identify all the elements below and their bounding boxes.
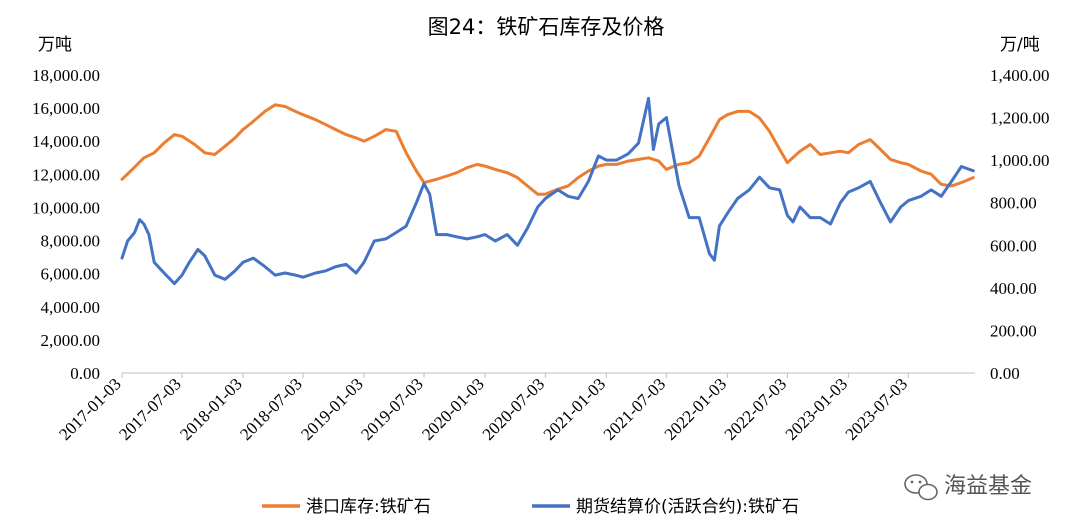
y-right-tick-label: 0.00: [990, 364, 1020, 383]
y-left-tick-label: 6,000.00: [41, 265, 101, 284]
y-right-tick-label: 1,200.00: [990, 109, 1050, 128]
x-tick-label: 2019-01-03: [297, 374, 367, 444]
x-tick-label: 2017-01-03: [55, 374, 125, 444]
legend-label-port-inventory: 港口库存:铁矿石: [306, 497, 431, 517]
y-right-tick-label: 1,000.00: [990, 151, 1050, 170]
y-right-tick-label: 600.00: [990, 236, 1037, 255]
y-left-unit: 万吨: [38, 35, 72, 55]
y-left-tick-label: 2,000.00: [41, 331, 101, 350]
y-left-tick-label: 16,000.00: [32, 99, 100, 118]
x-axis-ticks: 2017-01-032017-07-032018-01-032018-07-03…: [55, 373, 911, 444]
x-tick-label: 2020-01-03: [418, 374, 488, 444]
y-right-unit: 万/吨: [1000, 35, 1040, 55]
x-tick-label: 2021-07-03: [600, 374, 670, 444]
y-right-tick-label: 1,400.00: [990, 66, 1050, 85]
x-tick-label: 2021-01-03: [540, 374, 610, 444]
y-left-tick-label: 14,000.00: [32, 132, 100, 151]
x-tick-label: 2019-07-03: [357, 374, 427, 444]
x-tick-label: 2017-07-03: [115, 374, 185, 444]
y-right-tick-label: 800.00: [990, 194, 1037, 213]
y-left-tick-label: 8,000.00: [41, 232, 101, 251]
y-left-tick-label: 18,000.00: [32, 66, 100, 85]
y-left-axis-ticks: 0.00 2,000.00 4,000.00 6,000.00 8,000.00 10,0…: [32, 66, 100, 383]
legend-label-futures-price: 期货结算价(活跃合约):铁矿石: [576, 497, 799, 517]
chart-title: 图24：铁矿石库存及价格: [428, 15, 665, 39]
y-left-tick-label: 10,000.00: [32, 198, 100, 217]
y-left-tick-label: 0.00: [70, 364, 100, 383]
x-tick-label: 2020-07-03: [479, 374, 549, 444]
wechat-icon: [904, 474, 938, 501]
y-right-tick-label: 200.00: [990, 321, 1037, 340]
x-tick-label: 2018-07-03: [236, 374, 306, 444]
x-tick-label: 2022-01-03: [661, 374, 731, 444]
series-line-futures-price: [120, 96, 975, 286]
legend: 港口库存:铁矿石 期货结算价(活跃合约):铁矿石: [262, 497, 799, 517]
watermark: 海益基金: [904, 474, 1032, 501]
y-left-tick-label: 4,000.00: [41, 298, 101, 317]
watermark-text: 海益基金: [944, 474, 1032, 499]
y-right-tick-label: 400.00: [990, 279, 1037, 298]
x-tick-label: 2023-01-03: [782, 374, 852, 444]
y-right-axis-ticks: 0.00 200.00 400.00 600.00 800.00 1,000.00 1,20…: [990, 66, 1050, 383]
x-tick-label: 2022-07-03: [721, 374, 791, 444]
x-tick-label: 2023-07-03: [842, 374, 912, 444]
series-layer: [120, 96, 975, 286]
y-left-tick-label: 12,000.00: [32, 165, 100, 184]
series-line-port-inventory: [120, 103, 975, 196]
x-tick-label: 2018-01-03: [176, 374, 246, 444]
